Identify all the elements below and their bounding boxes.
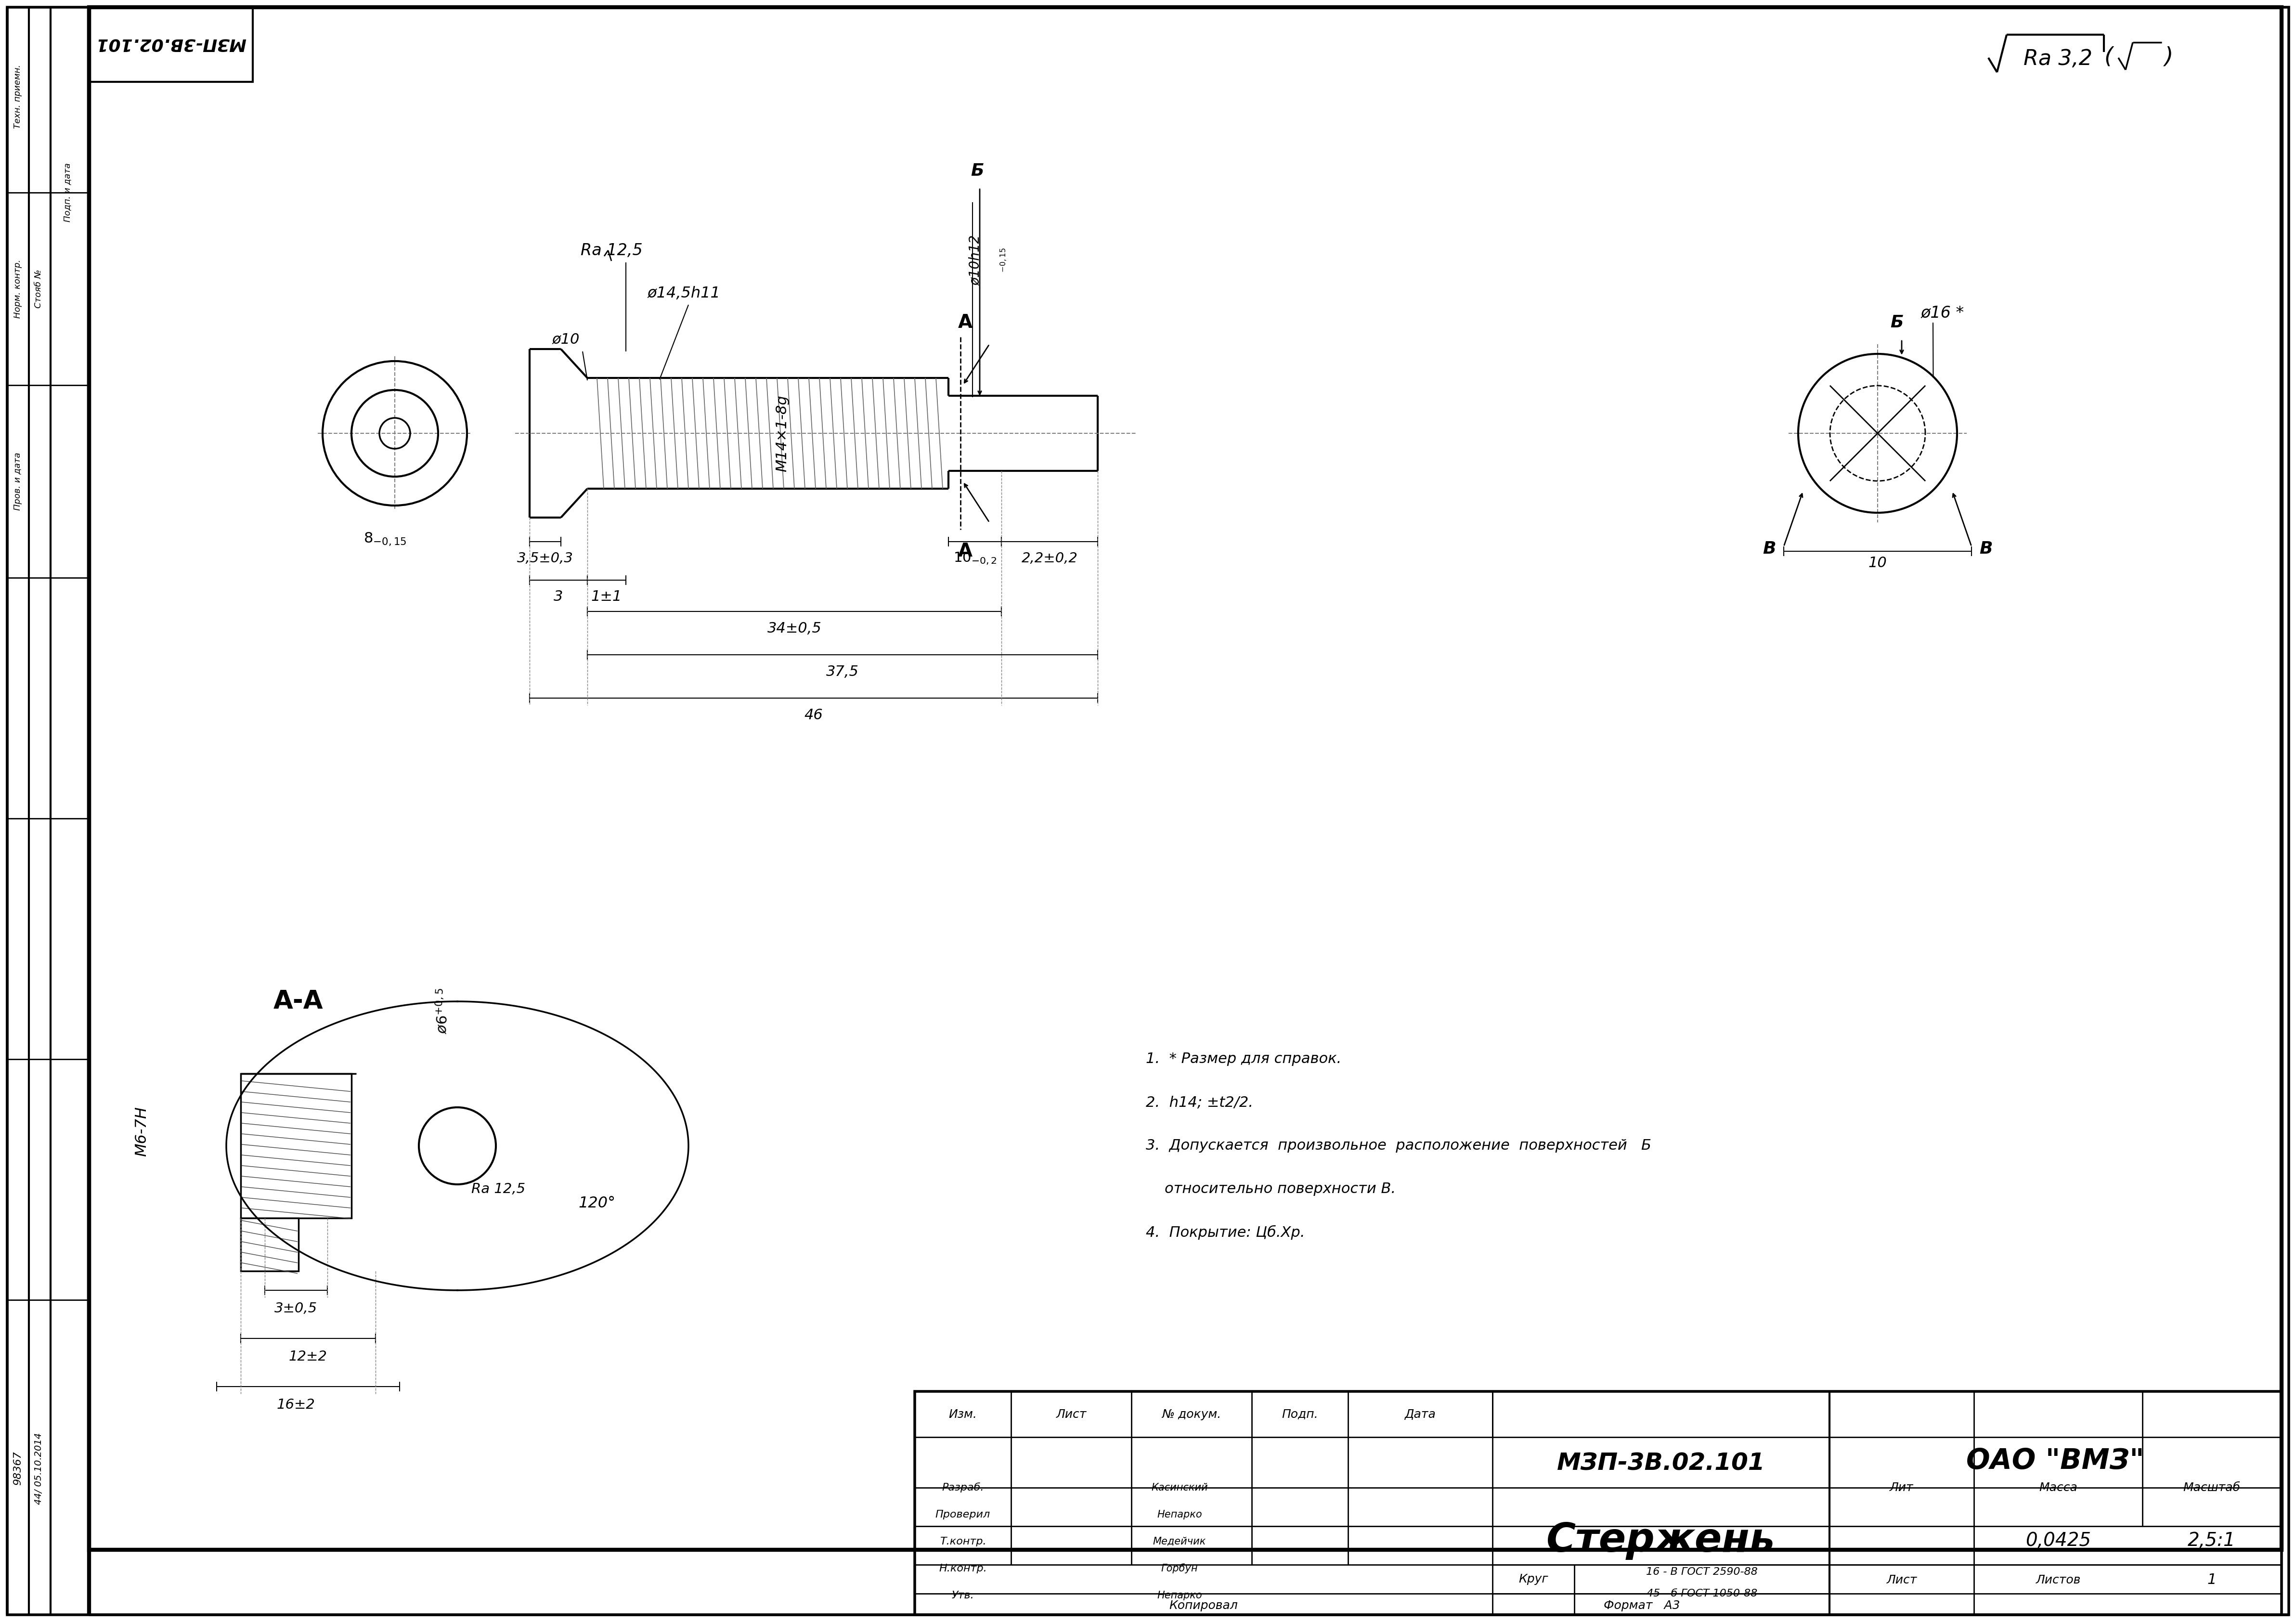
Bar xyxy=(241,1218,298,1272)
Text: Лист: Лист xyxy=(1056,1410,1086,1421)
Text: 1: 1 xyxy=(2206,1573,2216,1586)
Text: Масса: Масса xyxy=(2039,1483,2078,1494)
Text: Формат   А3: Формат А3 xyxy=(1603,1599,1681,1611)
Text: Дата: Дата xyxy=(1405,1410,1435,1421)
Text: $8_{-0,15}$: $8_{-0,15}$ xyxy=(363,532,406,547)
Text: Масштаб: Масштаб xyxy=(2183,1483,2241,1494)
Text: Ra 12,5: Ra 12,5 xyxy=(581,242,643,258)
Text: 2,5:1: 2,5:1 xyxy=(2188,1531,2236,1549)
Text: 16±2: 16±2 xyxy=(278,1398,315,1411)
Text: Т.контр.: Т.контр. xyxy=(939,1536,987,1546)
Text: $10_{-0,2}$: $10_{-0,2}$ xyxy=(953,551,996,566)
Bar xyxy=(241,1074,351,1218)
Text: 0,0425: 0,0425 xyxy=(2025,1531,2092,1549)
Text: Лист: Лист xyxy=(1887,1575,1917,1586)
Text: 44/ 05.10.2014: 44/ 05.10.2014 xyxy=(34,1432,44,1504)
Bar xyxy=(914,1392,2282,1616)
Text: ø14,5h11: ø14,5h11 xyxy=(647,285,721,302)
Text: 10: 10 xyxy=(1869,556,1887,571)
Text: № докум.: № докум. xyxy=(1162,1410,1221,1421)
Text: Б: Б xyxy=(971,162,985,178)
Text: Лит: Лит xyxy=(1890,1483,1913,1494)
Text: Медейчик: Медейчик xyxy=(1153,1536,1205,1546)
Text: 2.  h14; ±t2/2.: 2. h14; ±t2/2. xyxy=(1146,1095,1254,1109)
Text: 46: 46 xyxy=(804,707,822,722)
Text: В: В xyxy=(1763,540,1775,556)
Text: А-А: А-А xyxy=(273,989,324,1014)
Text: ОАО "ВМЗ": ОАО "ВМЗ" xyxy=(1965,1447,2144,1474)
Text: 3.  Допускается  произвольное  расположение  поверхностей   Б: 3. Допускается произвольное расположение… xyxy=(1146,1139,1651,1153)
Text: ): ) xyxy=(2165,45,2174,68)
Text: МЗП-3В.02.101: МЗП-3В.02.101 xyxy=(1557,1452,1766,1474)
Text: Техн. приемн.: Техн. приемн. xyxy=(14,65,23,128)
Text: 37,5: 37,5 xyxy=(827,665,859,678)
Text: Подп. и дата: Подп. и дата xyxy=(62,164,71,222)
Text: 3: 3 xyxy=(553,590,563,603)
Text: Б: Б xyxy=(1890,315,1903,331)
Text: 1.  * Размер для справок.: 1. * Размер для справок. xyxy=(1146,1053,1341,1066)
Text: A: A xyxy=(957,542,974,561)
Text: ø16 *: ø16 * xyxy=(1922,305,1965,321)
Text: 4.  Покрытие: Цб.Хр.: 4. Покрытие: Цб.Хр. xyxy=(1146,1225,1304,1239)
Text: ø$6^{+0,5}$: ø$6^{+0,5}$ xyxy=(434,988,452,1035)
Text: относительно поверхности В.: относительно поверхности В. xyxy=(1146,1182,1396,1195)
Text: 2,2±0,2: 2,2±0,2 xyxy=(1022,551,1077,564)
Text: Непарко: Непарко xyxy=(1157,1510,1203,1520)
Text: МЗП-3В.02.101: МЗП-3В.02.101 xyxy=(96,36,246,52)
Text: 12±2: 12±2 xyxy=(289,1350,328,1364)
Text: 45 - б ГОСТ 1050-88: 45 - б ГОСТ 1050-88 xyxy=(1646,1590,1756,1598)
Text: 34±0,5: 34±0,5 xyxy=(767,621,822,636)
Text: Непарко: Непарко xyxy=(1157,1591,1203,1601)
Text: Круг: Круг xyxy=(1518,1573,1548,1585)
Text: 3±0,5: 3±0,5 xyxy=(276,1302,317,1315)
Text: Ra 3,2: Ra 3,2 xyxy=(2023,49,2092,70)
Text: 98367: 98367 xyxy=(14,1452,23,1486)
Text: Стержень: Стержень xyxy=(1548,1521,1775,1560)
Text: $_{-0,15}$: $_{-0,15}$ xyxy=(999,248,1008,272)
Bar xyxy=(90,6,253,81)
Text: Горбун: Горбун xyxy=(1162,1564,1199,1573)
Text: ø10h12: ø10h12 xyxy=(969,235,983,285)
Text: A: A xyxy=(957,313,974,333)
Text: Стояб №: Стояб № xyxy=(34,269,44,308)
Text: 1±1: 1±1 xyxy=(590,590,622,603)
Text: Проверил: Проверил xyxy=(934,1510,990,1520)
Text: Листов: Листов xyxy=(2037,1575,2080,1586)
Text: Утв.: Утв. xyxy=(951,1591,974,1601)
Text: Изм.: Изм. xyxy=(948,1410,978,1421)
Text: 3,5±0,3: 3,5±0,3 xyxy=(517,551,574,564)
Text: Норм. контр.: Норм. контр. xyxy=(14,260,23,318)
Text: ø10: ø10 xyxy=(551,333,579,347)
Text: (: ( xyxy=(2105,45,2112,68)
Text: Касинский: Касинский xyxy=(1150,1483,1208,1492)
Text: Ra 12,5: Ra 12,5 xyxy=(471,1182,526,1195)
Text: Копировал: Копировал xyxy=(1169,1599,1238,1611)
Text: 16 - В ГОСТ 2590-88: 16 - В ГОСТ 2590-88 xyxy=(1646,1567,1759,1577)
Text: Подп.: Подп. xyxy=(1281,1410,1318,1421)
Text: Разраб.: Разраб. xyxy=(941,1483,985,1492)
Text: 120°: 120° xyxy=(579,1195,615,1212)
Text: М6-7Н: М6-7Н xyxy=(135,1106,149,1156)
Text: Пров. и дата: Пров. и дата xyxy=(14,453,23,511)
Text: В: В xyxy=(1979,540,1993,556)
Text: Н.контр.: Н.контр. xyxy=(939,1564,987,1573)
Text: М14×1-8g: М14×1-8g xyxy=(776,394,790,472)
